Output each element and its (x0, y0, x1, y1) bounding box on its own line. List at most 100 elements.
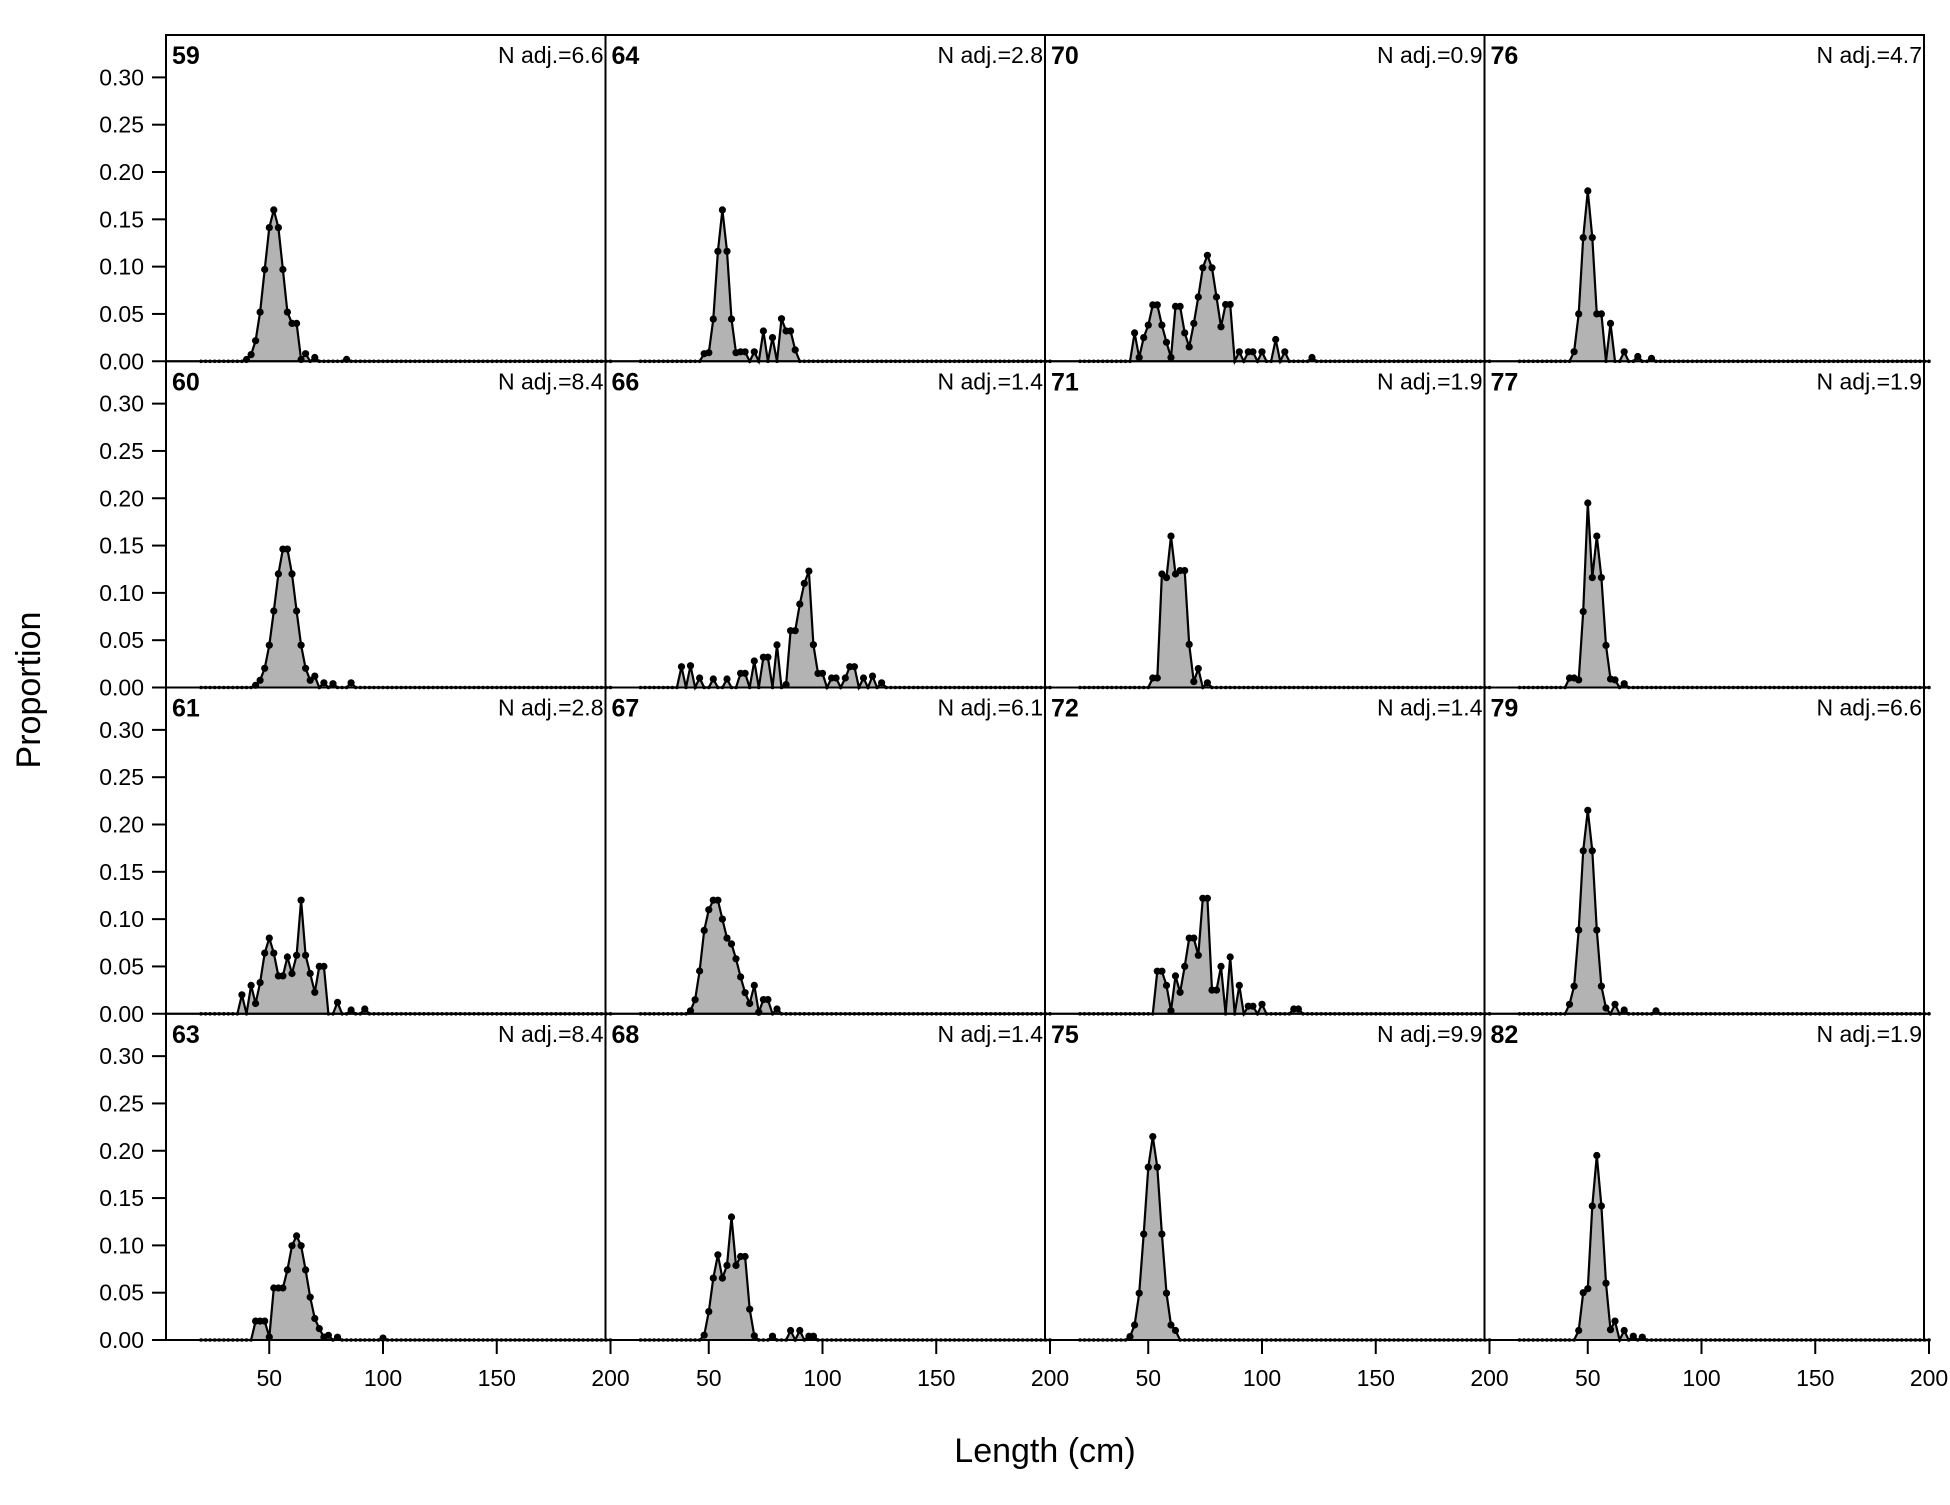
point-67-64 (737, 973, 745, 981)
y-tick-label-61-0.05: 0.05 (99, 953, 144, 979)
point-71-70 (1190, 678, 1198, 686)
area-64 (640, 209, 1050, 362)
point-67-56 (718, 915, 727, 923)
panel-82: 82 N adj.=1.9 50 100 150 200 (1483, 1012, 1948, 1391)
point-61-46 (256, 979, 264, 987)
point-61-70 (311, 988, 319, 996)
point-79-54 (1593, 926, 1601, 934)
point-59-66 (302, 350, 310, 358)
point-61-58 (283, 953, 291, 961)
panel-frame-66 (604, 360, 1046, 689)
panel-frame-63 (165, 1012, 607, 1341)
point-82-62 (1611, 1317, 1619, 1325)
point-68-66 (741, 1252, 749, 1261)
line-64 (640, 209, 1050, 366)
point-70-122 (1308, 353, 1316, 362)
point-76-60 (1606, 319, 1615, 327)
point-71-66 (1181, 567, 1189, 575)
point-75-48 (1140, 1230, 1148, 1238)
point-59-42 (247, 351, 255, 359)
point-67-58 (723, 934, 731, 942)
point-70-72 (1194, 293, 1202, 301)
point-60-74 (320, 679, 328, 687)
x-tick-label-68-200: 200 (1031, 1365, 1069, 1391)
panel-75: 75 N adj.=9.9 50 100 150 200 (1044, 1012, 1509, 1391)
point-75-60 (1167, 1321, 1175, 1329)
point-60-78 (329, 680, 337, 688)
point-59-50 (265, 224, 273, 232)
point-68-68 (746, 1305, 754, 1313)
y-tick-label-63-0.05: 0.05 (99, 1280, 144, 1306)
point-68-58 (723, 1261, 731, 1269)
point-70-54 (1153, 301, 1161, 309)
panel-frame-75 (1044, 1012, 1486, 1341)
y-tick-label-63-0.20: 0.20 (99, 1138, 144, 1164)
nadj-label-70: N adj.=0.9 (1377, 42, 1483, 68)
point-60-54 (274, 570, 282, 578)
point-76-200 (1927, 359, 1931, 364)
point-76-44 (1570, 348, 1578, 356)
point-59-46 (256, 308, 264, 316)
point-66-42 (686, 662, 695, 670)
y-tick-label-61-0.15: 0.15 (99, 859, 144, 885)
point-61-92 (361, 1005, 369, 1013)
area-59 (201, 209, 611, 362)
point-67-76 (764, 996, 772, 1004)
y-tick-label-60-0.05: 0.05 (99, 627, 144, 653)
y-tick-label-63-0.30: 0.30 (99, 1043, 144, 1069)
y-tick-label-61-0.25: 0.25 (99, 764, 144, 790)
point-71-60 (1167, 532, 1175, 540)
point-59-56 (279, 265, 287, 274)
point-64-86 (787, 327, 795, 335)
panel-label-61: 61 (172, 695, 200, 723)
point-61-74 (320, 962, 328, 971)
point-82-58 (1602, 1279, 1610, 1287)
point-68-56 (718, 1274, 727, 1282)
point-75-46 (1135, 1289, 1143, 1297)
point-66-110 (841, 674, 849, 682)
point-68-60 (727, 1213, 736, 1221)
nadj-label-79: N adj.=6.6 (1817, 695, 1923, 721)
y-tick-label-60-0.15: 0.15 (99, 533, 144, 559)
area-61 (201, 900, 611, 1014)
panel-77: 77 N adj.=1.9 (1483, 360, 1931, 690)
point-82-50 (1584, 1285, 1592, 1293)
point-61-48 (261, 949, 269, 957)
x-tick-label-82-50: 50 (1575, 1365, 1601, 1391)
y-tick-label-59-0.05: 0.05 (99, 301, 144, 327)
point-76-50 (1584, 187, 1592, 195)
point-70-78 (1208, 264, 1216, 272)
panel-label-79: 79 (1491, 695, 1519, 723)
point-79-44 (1570, 982, 1578, 990)
point-72-80 (1212, 986, 1221, 994)
point-59-52 (270, 206, 278, 214)
panel-61: 61 N adj.=2.8 0.00 0.05 0.10 0.15 0.20 0.25 0.30 (99, 686, 613, 1027)
point-60-52 (270, 607, 278, 615)
point-70-74 (1199, 264, 1207, 272)
point-67-44 (691, 996, 699, 1004)
x-tick-label-82-200: 200 (1910, 1365, 1948, 1391)
point-59-54 (274, 224, 282, 232)
point-64-82 (777, 315, 786, 323)
line-70 (1080, 252, 1490, 366)
point-70-56 (1158, 321, 1166, 329)
point-70-110 (1281, 348, 1289, 356)
point-68-62 (732, 1261, 740, 1269)
y-tick-label-61-0.20: 0.20 (99, 812, 144, 838)
panel-label-76: 76 (1491, 42, 1519, 70)
point-67-60 (727, 940, 736, 948)
point-71-68 (1185, 640, 1193, 649)
point-59-62 (293, 319, 301, 327)
point-70-50 (1144, 321, 1152, 329)
point-77-56 (1597, 574, 1605, 582)
panel-label-66: 66 (612, 368, 640, 396)
point-61-66 (302, 951, 310, 959)
point-71-54 (1153, 674, 1161, 682)
point-70-68 (1185, 343, 1193, 351)
y-tick-label-59-0.15: 0.15 (99, 206, 144, 232)
y-tick-label-59-0.20: 0.20 (99, 159, 144, 185)
point-68-50 (705, 1308, 713, 1316)
y-axis-title: Proportion (10, 612, 48, 769)
point-66-52 (709, 675, 717, 683)
panel-frame-60 (165, 360, 607, 689)
